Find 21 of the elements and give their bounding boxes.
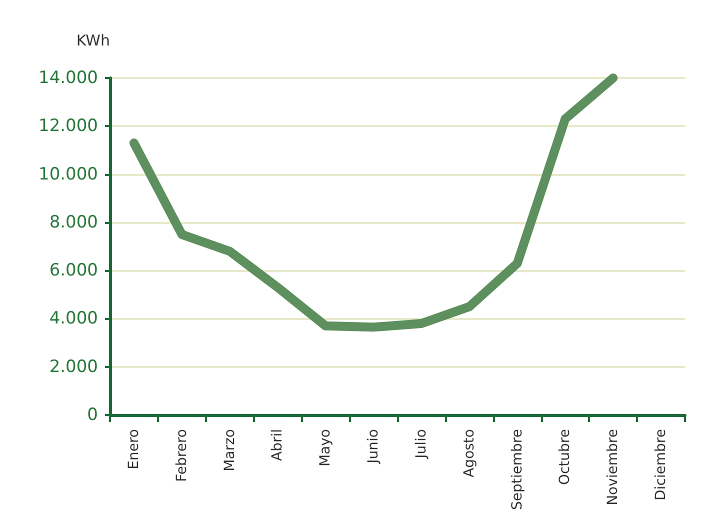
x-tick-label: Febrero: [174, 429, 190, 482]
y-axis-title: KWh: [76, 32, 110, 50]
x-tick-label: Marzo: [222, 429, 238, 472]
x-tick-label: Julio: [413, 429, 430, 460]
x-tick-label: Septiembre: [509, 429, 526, 510]
y-tick-label: 8.000: [49, 212, 98, 232]
y-tick-label: 6.000: [49, 260, 98, 281]
x-tick-label: Agosto: [461, 429, 478, 478]
y-tick-label: 0: [87, 405, 98, 425]
y-tick-label: 4.000: [49, 308, 98, 329]
y-tick-label: 10.000: [38, 164, 98, 184]
x-tick-label: Mayo: [318, 429, 334, 467]
x-tick-label: Octubre: [557, 429, 574, 486]
x-tick-label: Diciembre: [653, 429, 670, 500]
x-tick-label: Noviembre: [605, 429, 622, 506]
y-tick-label: 12.000: [38, 116, 98, 136]
x-tick-label: Junio: [366, 429, 382, 464]
x-tick-label: Abril: [270, 429, 286, 461]
y-tick-label: 2.000: [49, 356, 98, 377]
x-tick-label: Enero: [126, 429, 142, 470]
y-tick-label: 14.000: [38, 68, 98, 88]
